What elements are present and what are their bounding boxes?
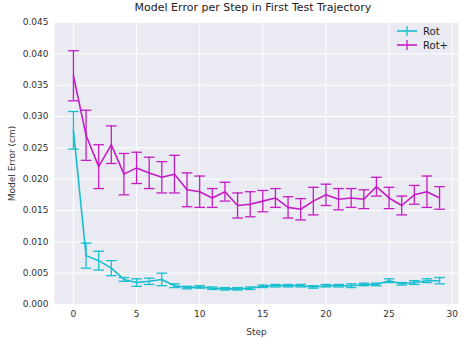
svg-text:30: 30 [446,309,458,319]
svg-text:0.025: 0.025 [23,143,49,153]
svg-text:Step: Step [246,327,267,337]
svg-text:0.020: 0.020 [23,174,49,184]
svg-text:0.030: 0.030 [23,111,49,121]
html-text:Model Error per Step in First: Model Error per Step in First Test Traje… [134,1,372,14]
svg-text:0.045: 0.045 [23,17,49,27]
svg-text:0.015: 0.015 [23,205,49,215]
svg-text:0.000: 0.000 [23,299,49,309]
svg-text:25: 25 [383,309,394,319]
svg-text:0: 0 [71,309,77,319]
svg-text:0.005: 0.005 [23,268,49,278]
svg-text:5: 5 [134,309,140,319]
svg-text:15: 15 [257,309,268,319]
svg-text:20: 20 [320,309,332,319]
svg-text:10: 10 [194,309,206,319]
svg-text:0.035: 0.035 [23,80,49,90]
html-text:Rot+: Rot+ [423,39,448,51]
svg-text:Model Error (cm): Model Error (cm) [7,126,17,201]
svg-text:0.010: 0.010 [23,237,49,247]
html-text:Rot: Rot [423,25,440,37]
svg-text:0.040: 0.040 [23,49,49,59]
